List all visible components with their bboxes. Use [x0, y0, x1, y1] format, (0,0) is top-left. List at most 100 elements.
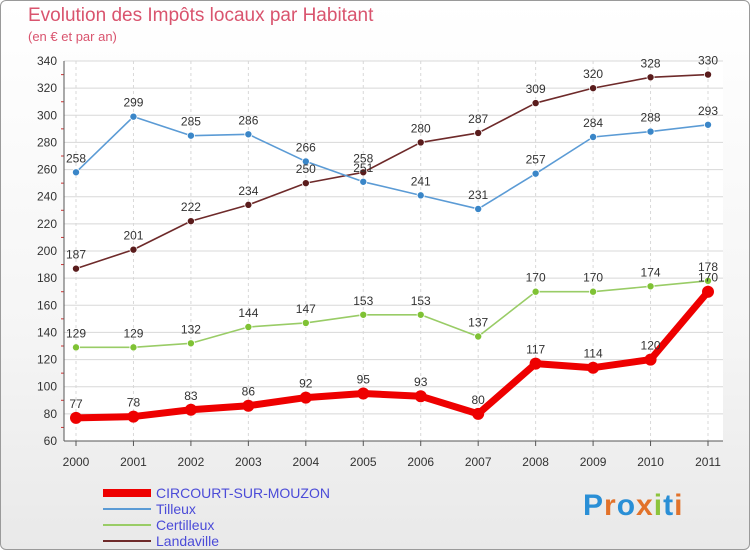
data-point	[587, 361, 600, 374]
y-tick-label: 220	[37, 217, 57, 231]
y-tick-label: 340	[37, 54, 57, 68]
y-tick-label: 320	[37, 81, 57, 95]
data-point	[529, 357, 542, 370]
data-label: 120	[641, 339, 661, 353]
y-tick-label: 120	[37, 353, 57, 367]
data-label: 285	[181, 115, 201, 129]
data-point	[644, 353, 657, 366]
legend-label: Landaville	[156, 533, 219, 549]
data-label: 293	[698, 104, 718, 118]
data-label: 241	[411, 174, 431, 188]
data-point	[474, 204, 483, 213]
x-tick-label: 2008	[522, 455, 549, 469]
data-point	[129, 343, 138, 352]
data-label: 234	[238, 184, 258, 198]
data-label: 328	[641, 56, 661, 70]
data-point	[357, 387, 370, 400]
x-tick-label: 2003	[235, 455, 262, 469]
data-label: 78	[127, 396, 141, 410]
data-label: 170	[526, 271, 546, 285]
data-label: 258	[353, 151, 373, 165]
data-point	[242, 399, 255, 412]
x-tick-label: 2005	[350, 455, 377, 469]
data-label: 288	[641, 111, 661, 125]
data-label: 153	[411, 294, 431, 308]
data-point	[531, 169, 540, 178]
data-point	[474, 128, 483, 137]
data-point	[646, 73, 655, 82]
x-tick-label: 2001	[120, 455, 147, 469]
data-point	[70, 411, 82, 424]
data-point	[301, 318, 310, 327]
y-tick-label: 260	[37, 163, 57, 177]
data-point	[244, 130, 253, 139]
data-label: 95	[357, 373, 371, 387]
data-label: 299	[123, 96, 143, 110]
x-tick-label: 2004	[292, 455, 319, 469]
data-label: 129	[66, 326, 86, 340]
data-label: 170	[583, 271, 603, 285]
x-tick-label: 2009	[580, 455, 607, 469]
data-label: 286	[238, 113, 258, 127]
legend-label: Certilleux	[156, 517, 214, 533]
data-label: 309	[526, 82, 546, 96]
data-label: 153	[353, 294, 373, 308]
data-point	[472, 407, 485, 420]
data-point	[359, 177, 368, 186]
data-label: 266	[296, 140, 316, 154]
data-point	[184, 403, 197, 416]
data-label: 280	[411, 121, 431, 135]
data-point	[646, 127, 655, 136]
axes: 60 80 100 120 140 160 180 200 220 240 260 280 300 320…	[37, 54, 723, 469]
y-tick-label: 240	[37, 190, 57, 204]
proxiti-logo: Proxiti	[583, 489, 683, 523]
data-label: 250	[296, 162, 316, 176]
series-line-certilleux	[75, 280, 709, 349]
data-point	[416, 138, 425, 147]
series-line-tilleux	[75, 115, 709, 210]
y-tick-label: 180	[37, 271, 57, 285]
logo-letter: i	[674, 489, 684, 522]
logo-letter: t	[663, 489, 675, 522]
data-label: 93	[414, 375, 428, 389]
data-label: 284	[583, 116, 603, 130]
data-point	[72, 264, 81, 273]
grid-lines	[64, 60, 723, 442]
data-point	[589, 132, 598, 141]
y-tick-label: 100	[37, 380, 57, 394]
data-label: 258	[66, 151, 86, 165]
data-label: 144	[238, 306, 258, 320]
data-label: 86	[242, 385, 256, 399]
data-point	[129, 245, 138, 254]
x-tick-label: 2006	[407, 455, 434, 469]
data-label: 178	[698, 260, 718, 274]
data-label: 231	[468, 188, 488, 202]
data-label: 251	[353, 161, 373, 175]
legend-label: CIRCOURT-SUR-MOUZON	[156, 485, 330, 501]
y-tick-label: 200	[37, 244, 57, 258]
data-point	[414, 390, 427, 403]
data-point	[531, 287, 540, 296]
data-point	[531, 99, 540, 108]
data-point	[299, 391, 312, 404]
logo-letter: i	[653, 489, 664, 522]
data-point	[416, 310, 425, 319]
data-point	[359, 168, 368, 177]
data-point	[301, 179, 310, 188]
data-point	[416, 191, 425, 200]
data-label: 257	[526, 153, 546, 167]
series-layer	[70, 70, 714, 424]
data-label: 320	[583, 67, 603, 81]
data-label: 117	[526, 343, 545, 357]
logo-letter: r	[604, 489, 617, 522]
chart-subtitle: (en € et par an)	[28, 29, 117, 44]
data-point	[72, 343, 81, 352]
data-label: 147	[296, 302, 316, 316]
data-label: 187	[66, 248, 86, 262]
y-tick-label: 60	[44, 434, 58, 448]
data-label: 170	[698, 271, 718, 285]
logo-letter: P	[583, 489, 605, 522]
